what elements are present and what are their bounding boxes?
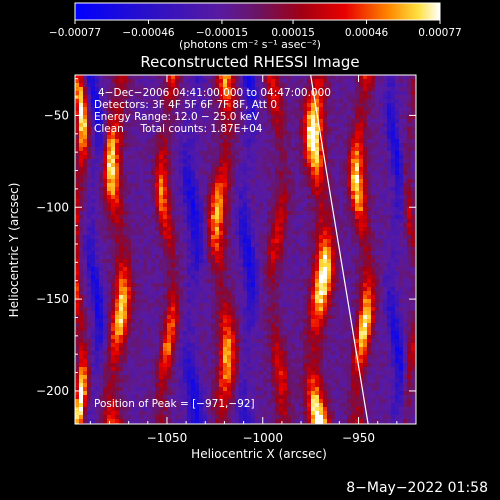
x-tick-label: −1050 [147, 431, 188, 445]
colorbar-tick-label: 0.00015 [271, 27, 314, 39]
y-tick-label: −150 [36, 292, 69, 306]
y-tick-label: −50 [44, 108, 69, 122]
x-tick-label: −950 [342, 431, 375, 445]
footer-date: 8−May−2022 01:58 [346, 480, 488, 496]
colorbar-tick-label: −0.00046 [122, 27, 175, 39]
annotation-clean: Clean Total counts: 1.87E+04 [94, 123, 263, 135]
y-tick-label: −200 [36, 384, 69, 398]
annotation-energy: Energy Range: 12.0 − 25.0 keV [94, 111, 260, 123]
colorbar-tick-label: −0.00015 [196, 27, 248, 39]
y-tick-label: −100 [36, 200, 69, 214]
colorbar [75, 3, 440, 20]
colorbar-tick-label: 0.00046 [345, 27, 389, 39]
colorbar-units-label: (photons cm⁻² s⁻¹ asec⁻²) [179, 38, 321, 51]
chart-title: Reconstructed RHESSI Image [140, 53, 360, 71]
solar-limb-line [310, 74, 369, 425]
colorbar-frame [74, 2, 441, 21]
plot-frame [74, 74, 417, 425]
colorbar-tick-label: 0.00077 [418, 27, 461, 39]
annotation-peak: Position of Peak = [−971,−92] [94, 398, 255, 410]
x-axis-label: Heliocentric X (arcsec) [191, 447, 327, 461]
annotation-time: 4−Dec−2006 04:41:00.000 to 04:47:00.000 [98, 87, 331, 99]
x-tick-label: −1000 [242, 431, 283, 445]
annotation-detectors: Detectors: 3F 4F 5F 6F 7F 8F, Att 0 [94, 99, 277, 111]
y-axis-label: Heliocentric Y (arcsec) [7, 183, 21, 318]
colorbar-tick-label: −0.00077 [49, 27, 101, 39]
